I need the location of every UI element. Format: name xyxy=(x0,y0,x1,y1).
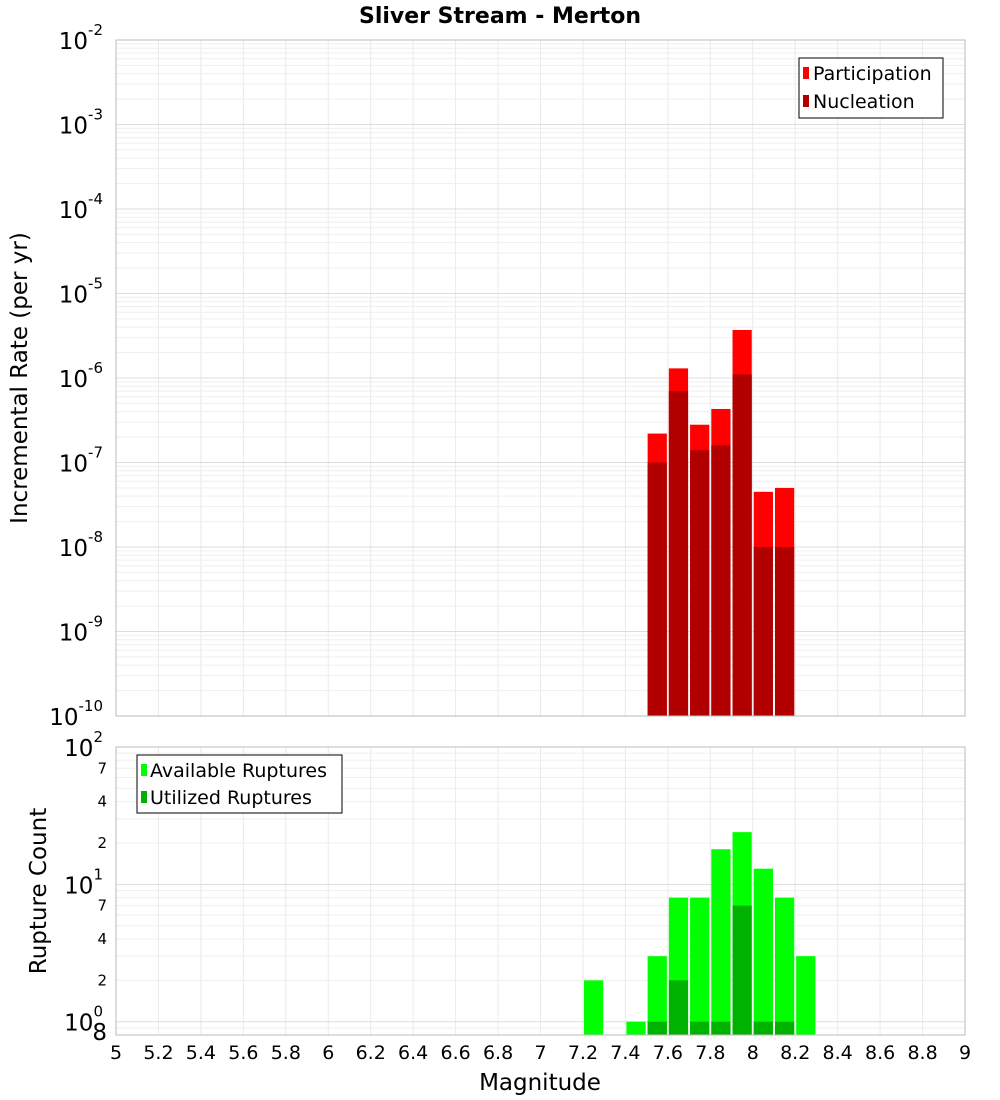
utilized-ruptures-bar xyxy=(732,905,752,1035)
nucleation-bar xyxy=(690,450,710,716)
bottom-y-minor-tick-label: 4 xyxy=(97,930,107,948)
bottom-y-minor-tick-label: 2 xyxy=(97,971,107,989)
bottom-y-tick-label: 102 xyxy=(64,728,103,762)
top-plot-border xyxy=(115,39,966,717)
top-y-tick-label: 10-10 xyxy=(49,697,103,731)
bottom-y-minor-tick-label: 7 xyxy=(97,897,107,915)
available-ruptures-bar xyxy=(711,849,731,1035)
legend-available-label: Available Ruptures xyxy=(150,760,327,782)
x-tick-label: 5.8 xyxy=(271,1042,301,1064)
available-ruptures-bar xyxy=(796,956,816,1035)
legend-utilized-swatch xyxy=(141,791,147,803)
nucleation-bar xyxy=(711,445,731,716)
utilized-ruptures-bar xyxy=(647,1021,667,1035)
x-tick-label: 6 xyxy=(322,1042,334,1064)
top-gridlines xyxy=(115,39,966,717)
x-tick-label: 6.2 xyxy=(356,1042,386,1064)
bottom-y-tick-label: 100 xyxy=(64,1003,103,1037)
bottom-y-minor-tick-label: 7 xyxy=(97,759,107,777)
x-tick-label: 5.6 xyxy=(228,1042,258,1064)
x-tick-label: 7.6 xyxy=(653,1042,683,1064)
nucleation-bar xyxy=(774,547,795,716)
top-y-tick-label: 10-8 xyxy=(59,528,103,562)
top-y-tick-label: 10-5 xyxy=(59,275,103,309)
available-ruptures-bar xyxy=(647,956,667,1035)
nucleation-bar xyxy=(668,391,689,716)
x-tick-label: 7.8 xyxy=(695,1042,725,1064)
top-y-axis-label: Incremental Rate (per yr) xyxy=(7,232,33,524)
x-tick-label: 5 xyxy=(110,1042,122,1064)
chart-title: Sliver Stream - Merton xyxy=(359,4,641,29)
bottom-bars xyxy=(583,832,816,1035)
top-legend: Participation Nucleation xyxy=(798,57,944,119)
utilized-ruptures-bar xyxy=(711,1021,731,1035)
x-tick-label: 7 xyxy=(534,1042,546,1064)
top-y-tick-label: 10-4 xyxy=(59,190,103,224)
available-ruptures-bar xyxy=(753,868,773,1035)
bottom-y-minor-tick-label: 2 xyxy=(97,834,107,852)
x-tick-label: 5.4 xyxy=(186,1042,216,1064)
x-tick-label: 6.4 xyxy=(398,1042,428,1064)
available-ruptures-bar xyxy=(626,1021,646,1035)
x-tick-label: 7.2 xyxy=(568,1042,598,1064)
legend-nucleation-label: Nucleation xyxy=(813,91,915,113)
bottom-plot-border xyxy=(115,746,966,1036)
legend-participation-label: Participation xyxy=(813,63,932,85)
legend-utilized-label: Utilized Ruptures xyxy=(150,787,312,809)
top-bars xyxy=(647,329,795,716)
top-y-tick-label: 10-3 xyxy=(59,106,103,140)
x-ticks: 5 5.2 5.4 5.6 5.8 6 6.2 6.4 6.6 6.8 7 7.2 7.4 7.6 7.8 8… xyxy=(110,1042,971,1064)
x-tick-label: 8.6 xyxy=(865,1042,895,1064)
bottom-legend: Available Ruptures Utilized Ruptures xyxy=(136,754,343,814)
x-tick-label: 8.4 xyxy=(823,1042,853,1064)
utilized-ruptures-bar xyxy=(774,1021,795,1035)
available-ruptures-bar xyxy=(774,897,795,1035)
x-tick-label: 8 xyxy=(747,1042,759,1064)
nucleation-bar xyxy=(732,374,752,716)
x-tick-label: 9 xyxy=(959,1042,971,1064)
bottom-y-minor-tick-label: 4 xyxy=(97,793,107,811)
utilized-ruptures-bar xyxy=(690,1021,710,1035)
x-tick-label: 6.6 xyxy=(440,1042,470,1064)
bottom-y-tick-label: 101 xyxy=(64,865,103,899)
top-y-tick-label: 10-7 xyxy=(59,444,103,478)
top-y-ticks: 10-10 10-9 10-8 10-7 10-6 10-5 10-4 10-3 10-2 xyxy=(49,21,103,731)
available-ruptures-bar xyxy=(583,980,604,1035)
legend-available-swatch xyxy=(141,764,147,776)
top-y-tick-label: 10-6 xyxy=(59,359,103,393)
x-tick-label: 8.2 xyxy=(780,1042,810,1064)
nucleation-bar xyxy=(647,462,667,716)
utilized-ruptures-bar xyxy=(668,980,689,1035)
top-y-tick-label: 10-9 xyxy=(59,613,103,647)
bottom-y-minor-tick-label: 8 xyxy=(92,1020,107,1046)
bottom-y-axis-label: Rupture Count xyxy=(26,808,52,974)
top-y-tick-label: 10-2 xyxy=(59,21,103,55)
utilized-ruptures-bar xyxy=(753,1021,773,1035)
x-axis-label: Magnitude xyxy=(479,1070,601,1096)
x-tick-label: 7.4 xyxy=(610,1042,640,1064)
available-ruptures-bar xyxy=(690,897,710,1035)
x-tick-label: 6.8 xyxy=(483,1042,513,1064)
legend-participation-swatch xyxy=(803,67,809,79)
legend-nucleation-swatch xyxy=(803,95,809,107)
nucleation-bar xyxy=(753,547,773,716)
x-tick-label: 5.2 xyxy=(143,1042,173,1064)
x-tick-label: 8.8 xyxy=(907,1042,937,1064)
